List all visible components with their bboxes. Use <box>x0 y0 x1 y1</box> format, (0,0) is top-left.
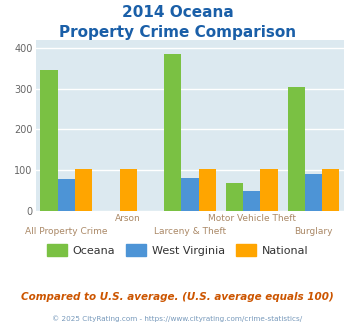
Bar <box>75 169 92 211</box>
Bar <box>260 169 278 211</box>
Bar <box>40 70 58 211</box>
Bar <box>164 54 181 211</box>
Text: Burglary: Burglary <box>294 227 333 236</box>
Text: Larceny & Theft: Larceny & Theft <box>154 227 226 236</box>
Text: © 2025 CityRating.com - https://www.cityrating.com/crime-statistics/: © 2025 CityRating.com - https://www.city… <box>53 315 302 322</box>
Bar <box>226 183 243 211</box>
Bar <box>305 174 322 211</box>
Text: All Property Crime: All Property Crime <box>25 227 108 236</box>
Bar <box>120 169 137 211</box>
Text: 2014 Oceana: 2014 Oceana <box>122 5 233 20</box>
Bar <box>58 179 75 211</box>
Text: Compared to U.S. average. (U.S. average equals 100): Compared to U.S. average. (U.S. average … <box>21 292 334 302</box>
Legend: Oceana, West Virginia, National: Oceana, West Virginia, National <box>43 240 312 260</box>
Bar <box>288 87 305 211</box>
Bar <box>243 191 260 211</box>
Bar <box>181 178 198 211</box>
Text: Property Crime Comparison: Property Crime Comparison <box>59 25 296 40</box>
Bar <box>198 169 216 211</box>
Bar <box>322 169 339 211</box>
